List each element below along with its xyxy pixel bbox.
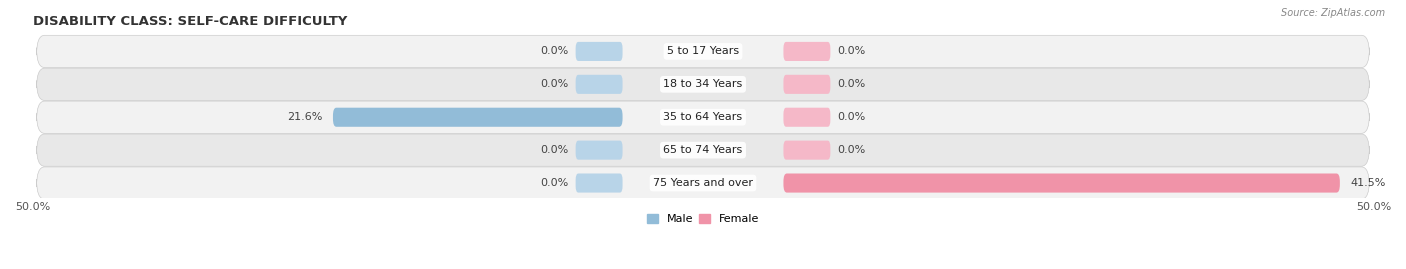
Text: 21.6%: 21.6%: [287, 112, 322, 122]
FancyBboxPatch shape: [783, 108, 831, 127]
FancyBboxPatch shape: [37, 35, 1369, 68]
Text: 0.0%: 0.0%: [541, 145, 569, 155]
Text: 65 to 74 Years: 65 to 74 Years: [664, 145, 742, 155]
Text: Source: ZipAtlas.com: Source: ZipAtlas.com: [1281, 8, 1385, 18]
FancyBboxPatch shape: [333, 108, 623, 127]
FancyBboxPatch shape: [575, 75, 623, 94]
FancyBboxPatch shape: [783, 141, 831, 160]
Text: 0.0%: 0.0%: [837, 145, 865, 155]
Text: 75 Years and over: 75 Years and over: [652, 178, 754, 188]
Legend: Male, Female: Male, Female: [643, 209, 763, 228]
Text: 0.0%: 0.0%: [837, 79, 865, 89]
Text: 0.0%: 0.0%: [837, 47, 865, 56]
FancyBboxPatch shape: [783, 174, 1340, 193]
FancyBboxPatch shape: [37, 68, 1369, 100]
Text: 41.5%: 41.5%: [1351, 178, 1386, 188]
FancyBboxPatch shape: [575, 42, 623, 61]
FancyBboxPatch shape: [37, 134, 1369, 166]
Text: 0.0%: 0.0%: [541, 178, 569, 188]
FancyBboxPatch shape: [37, 167, 1369, 199]
FancyBboxPatch shape: [575, 141, 623, 160]
Text: 0.0%: 0.0%: [541, 47, 569, 56]
Text: DISABILITY CLASS: SELF-CARE DIFFICULTY: DISABILITY CLASS: SELF-CARE DIFFICULTY: [32, 15, 347, 28]
Text: 0.0%: 0.0%: [541, 79, 569, 89]
Text: 0.0%: 0.0%: [837, 112, 865, 122]
Text: 35 to 64 Years: 35 to 64 Years: [664, 112, 742, 122]
FancyBboxPatch shape: [575, 174, 623, 193]
Text: 18 to 34 Years: 18 to 34 Years: [664, 79, 742, 89]
Text: 5 to 17 Years: 5 to 17 Years: [666, 47, 740, 56]
FancyBboxPatch shape: [783, 42, 831, 61]
FancyBboxPatch shape: [37, 101, 1369, 133]
FancyBboxPatch shape: [783, 75, 831, 94]
